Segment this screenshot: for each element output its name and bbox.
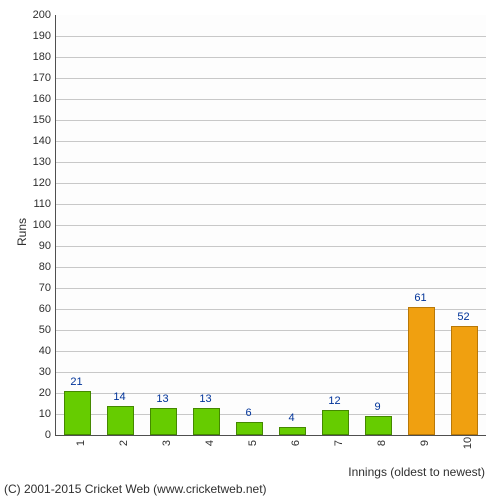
xtick-label: 2 (118, 440, 130, 446)
xtick-label: 1 (75, 440, 87, 446)
bar-value-label: 52 (457, 311, 469, 323)
bar-value-label: 21 (70, 376, 82, 388)
bar (64, 391, 92, 435)
ytick-label: 50 (39, 324, 51, 336)
gridline (56, 141, 486, 142)
gridline (56, 99, 486, 100)
ytick-label: 40 (39, 345, 51, 357)
bar-value-label: 9 (374, 401, 380, 413)
bar-value-label: 6 (245, 407, 251, 419)
ytick-label: 60 (39, 303, 51, 315)
bar-value-label: 4 (288, 412, 294, 424)
ytick-label: 100 (33, 219, 51, 231)
bar (107, 406, 135, 435)
ytick-label: 90 (39, 240, 51, 252)
ytick-label: 120 (33, 177, 51, 189)
ytick-label: 140 (33, 135, 51, 147)
xtick-label: 9 (419, 440, 431, 446)
xtick-label: 6 (290, 440, 302, 446)
xtick-label: 4 (204, 440, 216, 446)
ytick-label: 110 (33, 198, 51, 210)
ytick-label: 30 (39, 366, 51, 378)
copyright-footer: (C) 2001-2015 Cricket Web (www.cricketwe… (4, 482, 267, 496)
ytick-label: 190 (33, 30, 51, 42)
gridline (56, 288, 486, 289)
ytick-label: 70 (39, 282, 51, 294)
bar-value-label: 14 (113, 391, 125, 403)
xtick-label: 5 (247, 440, 259, 446)
y-axis-label: Runs (15, 218, 29, 246)
gridline (56, 78, 486, 79)
bar-value-label: 61 (414, 292, 426, 304)
bar-value-label: 12 (328, 395, 340, 407)
ytick-label: 20 (39, 387, 51, 399)
bar-value-label: 13 (199, 393, 211, 405)
bar (150, 408, 178, 435)
bar (279, 427, 307, 435)
bar (322, 410, 350, 435)
gridline (56, 162, 486, 163)
bar (365, 416, 393, 435)
xtick-label: 10 (462, 437, 474, 449)
bar (451, 326, 479, 435)
ytick-label: 200 (33, 9, 51, 21)
ytick-label: 150 (33, 114, 51, 126)
gridline (56, 57, 486, 58)
bar (193, 408, 221, 435)
ytick-label: 130 (33, 156, 51, 168)
chart-container: Runs Innings (oldest to newest) (C) 2001… (0, 0, 500, 500)
gridline (56, 120, 486, 121)
gridline (56, 225, 486, 226)
ytick-label: 0 (45, 429, 51, 441)
ytick-label: 170 (33, 72, 51, 84)
bar-value-label: 13 (156, 393, 168, 405)
bar (236, 422, 264, 435)
gridline (56, 267, 486, 268)
ytick-label: 10 (39, 408, 51, 420)
x-axis-label: Innings (oldest to newest) (348, 465, 485, 479)
ytick-label: 80 (39, 261, 51, 273)
xtick-label: 7 (333, 440, 345, 446)
plot-area (55, 15, 486, 436)
xtick-label: 3 (161, 440, 173, 446)
xtick-label: 8 (376, 440, 388, 446)
gridline (56, 36, 486, 37)
bar (408, 307, 436, 435)
gridline (56, 246, 486, 247)
ytick-label: 160 (33, 93, 51, 105)
ytick-label: 180 (33, 51, 51, 63)
gridline (56, 204, 486, 205)
gridline (56, 183, 486, 184)
